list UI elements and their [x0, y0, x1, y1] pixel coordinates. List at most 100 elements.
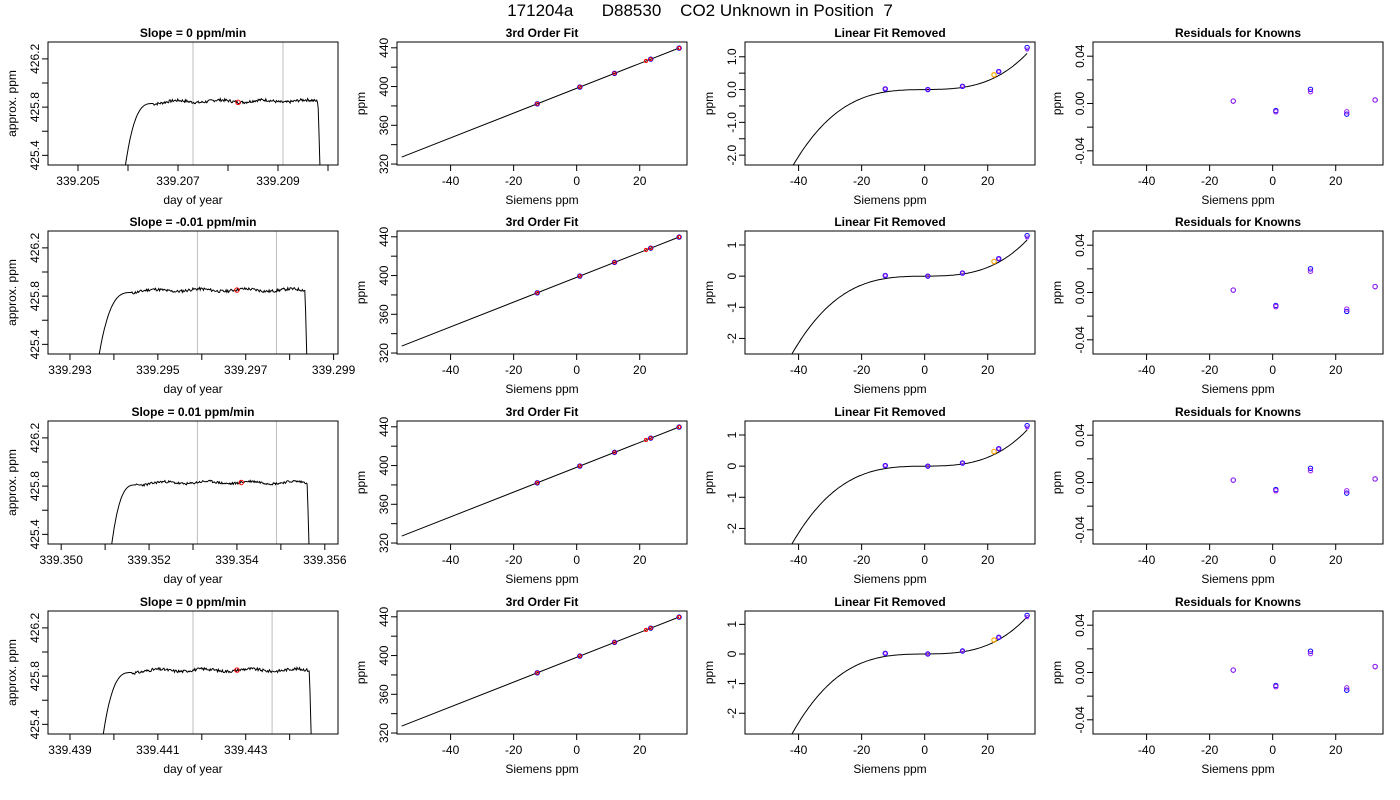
y-tick-label: -0.04	[1073, 326, 1087, 354]
plot-area	[1230, 465, 1378, 496]
reference-point	[925, 86, 931, 93]
y-axis-label: ppm	[354, 92, 368, 115]
plot-area	[1230, 648, 1378, 693]
panel-title: 3rd Order Fit	[506, 595, 579, 609]
unknown-point	[991, 448, 997, 455]
plot-frame	[47, 610, 339, 735]
panel-title: 3rd Order Fit	[506, 215, 579, 229]
x-tick-label: -20	[505, 743, 523, 757]
measured-point	[535, 480, 540, 485]
reference-point	[676, 234, 682, 240]
plot-area	[791, 232, 1030, 354]
x-tick-label: 339.207	[156, 174, 200, 188]
x-tick-label: 339.354	[215, 553, 259, 567]
measured-point	[925, 87, 930, 92]
measured-point	[643, 58, 649, 64]
x-tick-label: 339.352	[127, 553, 171, 567]
x-tick-label: -40	[442, 553, 460, 567]
residual-point	[1307, 648, 1314, 654]
measured-point	[1025, 235, 1030, 240]
x-tick-label: -20	[505, 363, 523, 377]
x-axis-label: Siemens ppm	[853, 382, 926, 396]
panel-title: 3rd Order Fit	[506, 405, 579, 419]
plot-area	[102, 611, 312, 734]
x-tick-label: -20	[1201, 743, 1219, 757]
residual-curve	[791, 239, 1028, 354]
measured-point	[577, 273, 582, 279]
y-axis-label: approx. ppm	[5, 449, 19, 516]
reference-point	[676, 424, 682, 430]
x-axis-label: Siemens ppm	[1201, 762, 1274, 776]
x-axis-label: Siemens ppm	[505, 762, 578, 776]
y-tick-label: 440	[377, 37, 391, 57]
reference-point	[577, 84, 583, 90]
co2-trace	[111, 479, 310, 544]
y-axis-label: ppm	[1050, 661, 1064, 684]
plot-frame	[396, 41, 688, 166]
plot-frame	[396, 420, 688, 545]
x-tick-label: 0	[921, 553, 928, 567]
measured-point	[925, 464, 930, 469]
plot-frame	[744, 41, 1036, 166]
residual-point	[1344, 488, 1350, 494]
x-tick-label: 20	[633, 743, 647, 757]
measured-point	[1025, 615, 1030, 620]
reference-point	[577, 653, 583, 659]
measured-point	[643, 437, 649, 443]
reference-point	[648, 625, 654, 631]
residual-point	[1230, 667, 1236, 673]
residual-point	[1273, 109, 1279, 115]
unknown-point	[991, 637, 997, 643]
plot-area	[98, 231, 308, 354]
x-axis-label: Siemens ppm	[1201, 382, 1274, 396]
x-tick-label: -40	[1138, 743, 1156, 757]
x-tick-label: 20	[1329, 363, 1343, 377]
x-tick-label: 339.297	[224, 363, 268, 377]
y-tick-label: 425.4	[28, 519, 42, 549]
x-axis-label: Siemens ppm	[853, 193, 926, 207]
x-tick-label: 339.356	[303, 553, 347, 567]
reference-point	[611, 70, 618, 77]
plot-area	[791, 422, 1030, 544]
y-tick-label: 0.04	[1073, 613, 1087, 637]
reference-point	[959, 83, 966, 89]
x-tick-label: 0	[573, 174, 580, 188]
x-tick-label: 339.439	[48, 743, 92, 757]
x-tick-label: 0	[1269, 553, 1276, 567]
y-tick-label: 425.8	[28, 92, 42, 122]
residual-point	[1273, 488, 1279, 494]
y-axis-label: ppm	[354, 661, 368, 684]
y-tick-label: -1.0	[725, 112, 739, 133]
x-tick-label: 339.293	[48, 363, 92, 377]
x-tick-label: -20	[853, 174, 871, 188]
measured-point	[677, 615, 682, 620]
y-axis-label: ppm	[702, 471, 716, 494]
x-tick-label: 339.299	[312, 363, 356, 377]
plot-area	[401, 424, 682, 537]
y-tick-label: 0.04	[1073, 423, 1087, 447]
panel-title: Residuals for Knowns	[1175, 215, 1301, 229]
x-tick-label: 339.443	[224, 743, 268, 757]
measured-point	[677, 235, 682, 240]
measured-point	[612, 450, 617, 455]
panel-r1-c0: Slope = -0.01 ppm/min 339.293 339.295 339.2…	[5, 215, 356, 396]
residual-point	[1372, 97, 1378, 103]
panel-r0-c1: 3rd Order Fit -40 -20 0 20 320 360 400 440 Siemen…	[354, 26, 688, 207]
x-tick-label: -20	[853, 743, 871, 757]
residual-point	[1230, 287, 1236, 293]
x-tick-label: 0	[1269, 174, 1276, 188]
measured-point	[960, 648, 965, 654]
y-tick-label: 360	[377, 684, 391, 704]
unknown-point	[991, 258, 997, 265]
residual-point	[1230, 477, 1236, 483]
plot-frame	[47, 230, 339, 355]
y-axis-label: approx. ppm	[5, 259, 19, 326]
measured-point	[925, 651, 930, 657]
reference-point	[882, 462, 888, 469]
fit-line	[401, 616, 680, 727]
y-tick-label: 320	[377, 723, 391, 743]
y-tick-label: 426.2	[28, 233, 42, 263]
measured-point	[577, 84, 582, 90]
y-axis-label: ppm	[702, 92, 716, 115]
measured-point	[960, 460, 965, 466]
